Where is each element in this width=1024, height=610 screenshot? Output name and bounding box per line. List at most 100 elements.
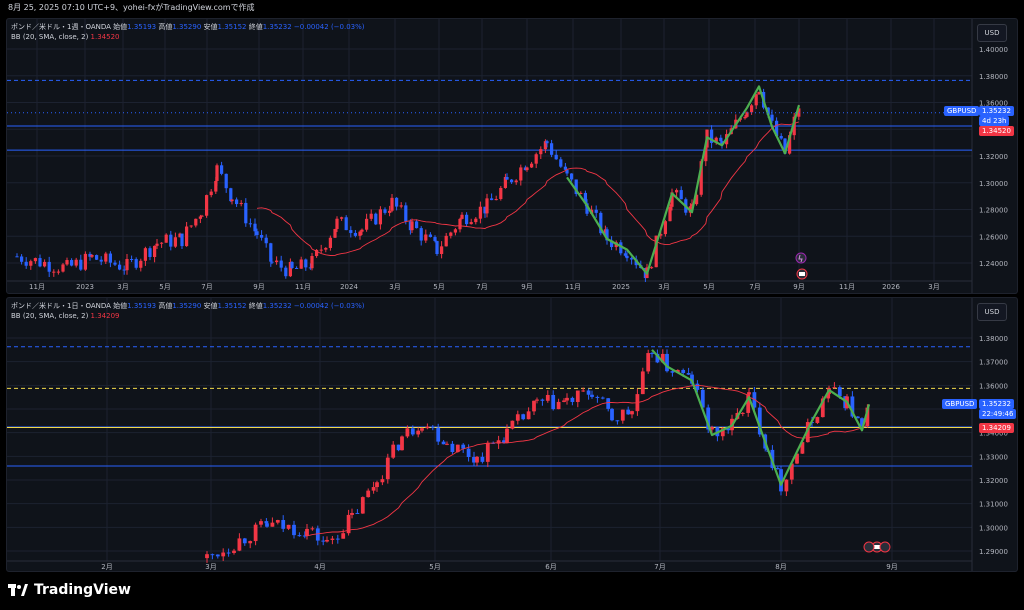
- candle: [599, 212, 603, 234]
- price-tick-label: 1.37000: [979, 359, 1008, 367]
- time-tick-label: 11月: [295, 283, 311, 291]
- bb-indicator-legend[interactable]: BB (20, SMA, close, 2) 1.34520: [11, 33, 120, 41]
- candle: [178, 233, 182, 238]
- candle: [117, 264, 122, 270]
- bb-indicator-legend[interactable]: BB (20, SMA, close, 2) 1.34209: [11, 312, 120, 320]
- candle: [88, 253, 92, 257]
- high-label: 高値: [158, 302, 173, 310]
- currency-button[interactable]: USD: [977, 303, 1007, 321]
- daily-chart-panel[interactable]: 1.380001.370001.360001.350001.340001.330…: [6, 297, 1018, 572]
- candle: [480, 456, 485, 462]
- time-tick-label: 2023: [76, 283, 94, 291]
- currency-button[interactable]: USD: [977, 24, 1007, 42]
- candle: [509, 179, 514, 183]
- candle: [458, 218, 462, 230]
- candle: [559, 159, 563, 167]
- candle: [380, 479, 385, 483]
- candle: [681, 369, 686, 373]
- candle: [726, 428, 731, 431]
- candle: [108, 253, 113, 263]
- candle: [585, 203, 589, 214]
- candle: [129, 258, 134, 260]
- candle: [209, 191, 213, 196]
- candle: [800, 442, 805, 454]
- candle: [387, 210, 392, 213]
- candle: [433, 237, 437, 242]
- candle: [505, 176, 509, 180]
- candle: [315, 528, 320, 541]
- candle: [749, 105, 754, 113]
- candle: [328, 237, 333, 248]
- candle: [499, 187, 503, 200]
- candle: [270, 522, 275, 527]
- candle: [349, 230, 353, 233]
- candle: [623, 253, 628, 256]
- daily-chart-legend: ポンド／米ドル・1日・OANDA 始値1.35193 高値1.35290 安値1…: [11, 301, 365, 311]
- candle: [503, 176, 508, 188]
- candle: [104, 253, 108, 262]
- candle: [234, 199, 239, 205]
- time-tick-label: 2024: [340, 283, 358, 291]
- candle: [358, 231, 362, 236]
- price-tick-label: 1.36000: [979, 382, 1008, 390]
- candle: [248, 223, 253, 225]
- symbol-description: ポンド／米ドル・1週・OANDA: [11, 23, 111, 31]
- candle: [450, 443, 455, 453]
- candle: [404, 205, 408, 222]
- candle: [321, 540, 326, 542]
- candle: [42, 261, 47, 267]
- candle: [360, 497, 365, 514]
- candle: [297, 535, 302, 537]
- candle: [47, 261, 51, 272]
- candle: [757, 407, 762, 435]
- candle: [515, 414, 520, 421]
- candle: [489, 198, 494, 201]
- candle: [720, 428, 725, 437]
- candle: [264, 521, 269, 524]
- candle: [200, 215, 204, 217]
- us-flag-event-icon: [879, 541, 891, 553]
- candle: [784, 479, 789, 492]
- candle: [279, 260, 283, 268]
- weekly-chart-plot[interactable]: 1.400001.380001.360001.340001.320001.300…: [7, 19, 1017, 293]
- candle: [534, 154, 538, 164]
- candle: [466, 448, 471, 458]
- candle: [305, 528, 309, 536]
- candle: [405, 428, 410, 437]
- candle: [783, 138, 787, 154]
- candle: [184, 226, 189, 247]
- candle: [674, 190, 679, 193]
- candle: [290, 261, 294, 268]
- candle: [210, 554, 215, 556]
- candle: [341, 533, 346, 539]
- candle: [600, 397, 605, 399]
- candle: [832, 387, 837, 389]
- candle: [330, 538, 335, 540]
- candle: [281, 520, 286, 529]
- candle: [629, 258, 634, 260]
- time-tick-label: 8月: [775, 563, 786, 571]
- candle: [485, 442, 490, 462]
- low-label: 安値: [203, 302, 218, 310]
- candle: [779, 469, 783, 492]
- candle: [164, 234, 168, 243]
- daily-chart-plot[interactable]: 1.380001.370001.360001.350001.340001.330…: [7, 298, 1017, 571]
- candle: [324, 247, 328, 250]
- candle: [485, 198, 489, 214]
- candle: [414, 221, 419, 229]
- candle: [795, 453, 799, 464]
- time-tick-label: 5月: [159, 283, 170, 291]
- candle: [221, 552, 226, 557]
- candle: [719, 137, 723, 142]
- candle: [850, 396, 855, 417]
- weekly-chart-panel[interactable]: 1.400001.380001.360001.340001.320001.300…: [6, 18, 1018, 294]
- candle: [535, 399, 539, 401]
- candle: [646, 353, 651, 372]
- tradingview-logo: TradingView: [8, 582, 131, 598]
- candle: [754, 94, 758, 106]
- candle: [284, 267, 288, 277]
- candle: [766, 107, 770, 115]
- price-tick-label: 1.29000: [979, 548, 1008, 556]
- candle: [294, 267, 299, 269]
- candle: [410, 428, 415, 435]
